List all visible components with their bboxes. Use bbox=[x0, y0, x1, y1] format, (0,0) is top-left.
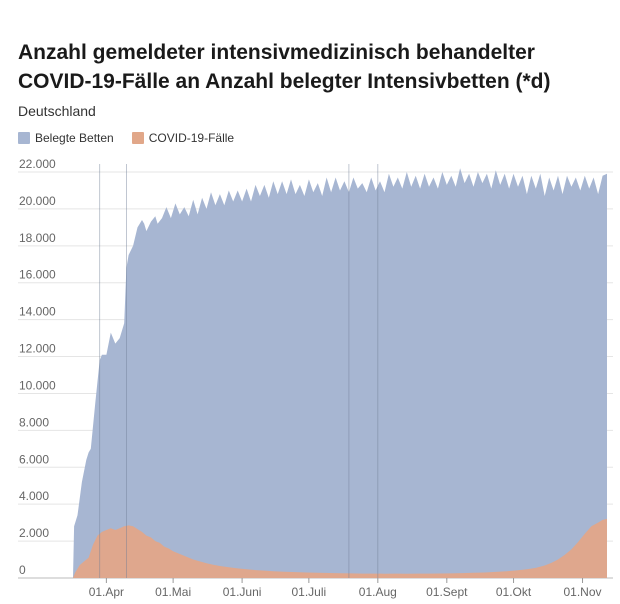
legend-swatch-beds bbox=[18, 132, 30, 144]
y-tick-label: 20.000 bbox=[19, 194, 56, 208]
vline-layer bbox=[99, 164, 379, 578]
x-tick-label: 01.Juli bbox=[292, 585, 327, 599]
y-axis: 0 2.000 4.000 6.000 8.000 10.000 12.000 14.000 1… bbox=[19, 157, 56, 577]
legend-label-covid: COVID-19-Fälle bbox=[148, 131, 235, 145]
x-tick-label: 01.Okt bbox=[496, 585, 532, 599]
y-tick-label: 18.000 bbox=[19, 231, 56, 245]
area-layer bbox=[73, 168, 607, 579]
legend-item-beds[interactable]: Belegte Betten bbox=[18, 131, 114, 145]
x-tick-label: 01.Juni bbox=[223, 585, 262, 599]
y-tick-label: 10.000 bbox=[19, 378, 56, 392]
y-tick-label: 14.000 bbox=[19, 305, 56, 319]
x-tick-label: 01.Mai bbox=[155, 585, 191, 599]
x-axis: 01.Apr 01.Mai 01.Juni 01.Juli 01.Aug 01.Sept 0… bbox=[89, 578, 602, 599]
legend: Belegte Betten COVID-19-Fälle bbox=[18, 131, 234, 145]
x-tick-label: 01.Sept bbox=[426, 585, 468, 599]
legend-swatch-covid bbox=[131, 132, 144, 144]
y-tick-label: 8.000 bbox=[19, 415, 49, 429]
y-tick-label: 2.000 bbox=[19, 526, 49, 540]
chart-subtitle: Deutschland bbox=[18, 103, 96, 119]
y-tick-label: 0 bbox=[19, 563, 26, 577]
y-tick-label: 22.000 bbox=[19, 157, 56, 171]
legend-item-covid[interactable]: COVID-19-Fälle bbox=[131, 131, 235, 145]
legend-label-beds: Belegte Betten bbox=[35, 131, 114, 145]
x-tick-label: 01.Apr bbox=[89, 585, 124, 599]
series-area-beds bbox=[73, 168, 607, 579]
y-tick-label: 4.000 bbox=[19, 489, 49, 503]
y-tick-label: 6.000 bbox=[19, 452, 49, 466]
x-tick-label: 01.Aug bbox=[359, 585, 397, 599]
series-area-covid bbox=[73, 518, 607, 578]
y-tick-label: 12.000 bbox=[19, 342, 56, 356]
chart-title: Anzahl gemeldeter intensivmedizinisch be… bbox=[18, 41, 551, 93]
y-tick-label: 16.000 bbox=[19, 268, 56, 282]
x-tick-label: 01.Nov bbox=[564, 585, 602, 599]
